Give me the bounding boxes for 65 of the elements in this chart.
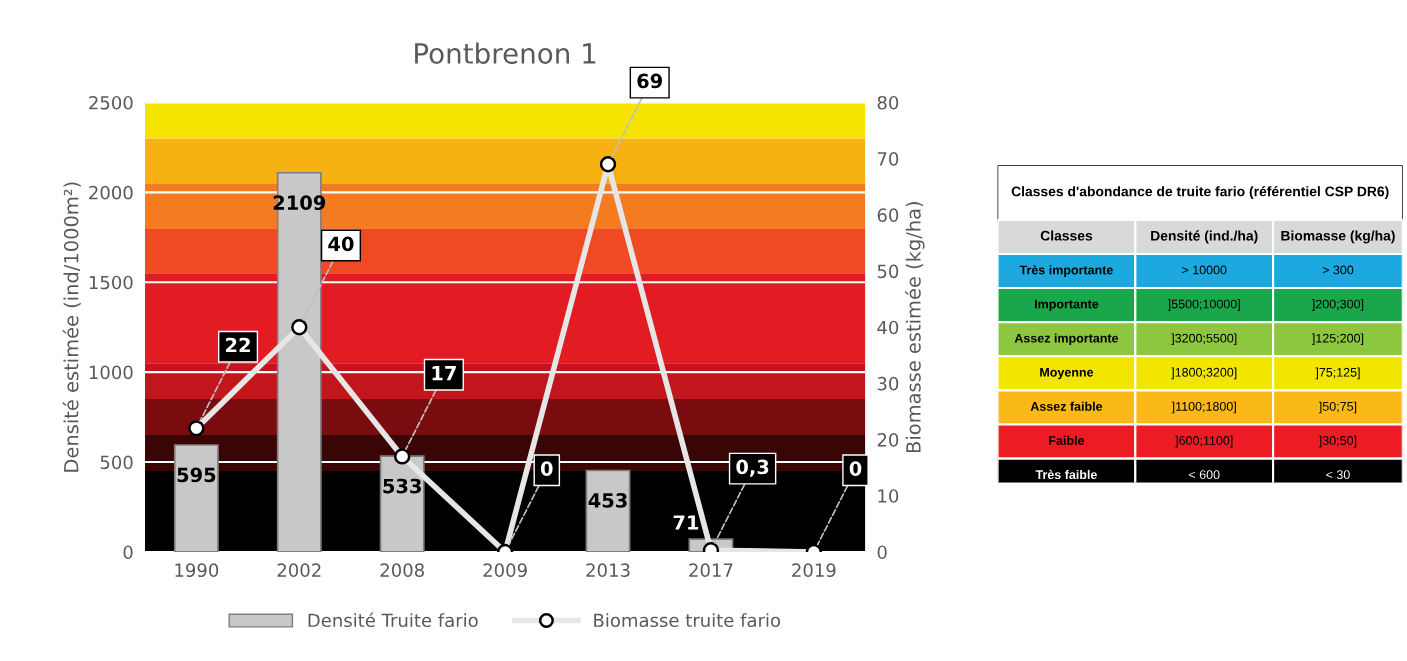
- category-label: Assez faible: [1030, 401, 1103, 411]
- data-label: 40: [328, 236, 354, 252]
- y2-tick-label: 50: [877, 264, 899, 279]
- y-tick-label: 0: [123, 545, 133, 560]
- text: ]200;300]: [1311, 299, 1364, 311]
- text: ]5500;10000]: [1167, 299, 1240, 311]
- category-label: Faible: [1049, 435, 1085, 445]
- text: ]75;125]: [1315, 367, 1360, 380]
- category-label: Importante: [1034, 299, 1099, 311]
- category-label: Assez importante: [1014, 333, 1119, 346]
- y-tick-label: 1000: [89, 365, 133, 380]
- data-label: 595: [177, 467, 216, 483]
- text: ]125;200]: [1311, 333, 1364, 346]
- data-label: 17: [432, 365, 456, 381]
- bar: [585, 469, 631, 552]
- text: ]1100;1800]: [1171, 401, 1236, 414]
- x-tick-label: 2002: [277, 563, 321, 578]
- x-tick-label: 2013: [586, 563, 630, 578]
- text: < 600: [1189, 470, 1220, 480]
- bar: [173, 444, 219, 552]
- text: ]50;75]: [1318, 401, 1357, 414]
- text: Biomasse (kg/ha): [1281, 230, 1395, 244]
- y-axis-title: Densité estimée (ind/1000m²): [62, 182, 81, 472]
- y2-tick-label: 20: [877, 433, 899, 447]
- y2-axis-title: Biomasse estimée (kg/ha): [904, 202, 925, 453]
- data-label: 453: [588, 493, 627, 508]
- text: Classes: [1040, 230, 1093, 241]
- text: Classes d'abondance de truite fario (référentiel CSP DR6): [1011, 186, 1389, 200]
- y2-tick-label: 10: [878, 489, 899, 503]
- x-tick-label: 1990: [175, 563, 219, 578]
- data-label: 533: [383, 478, 421, 494]
- text: ]30;50]: [1318, 435, 1357, 448]
- text: < 30: [1326, 470, 1350, 480]
- data-label: 69: [637, 73, 662, 89]
- data-label: 22: [226, 337, 250, 353]
- category-label: Moyenne: [1040, 367, 1094, 380]
- y-tick-label: 1500: [89, 275, 133, 290]
- data-label: 0: [849, 461, 862, 476]
- y-tick-label: 500: [100, 455, 133, 470]
- y2-tick-label: 60: [877, 208, 899, 222]
- chart-title: Pontbrenon 1: [415, 42, 596, 64]
- x-tick-label: 2017: [689, 563, 733, 578]
- category-label: Très importante: [1019, 265, 1113, 277]
- text: ]600;1100]: [1175, 435, 1233, 448]
- data-label: 0: [540, 461, 553, 476]
- y2-tick-label: 70: [877, 152, 899, 166]
- x-tick-label: 2019: [792, 563, 836, 578]
- x-tick-label: 2008: [380, 563, 424, 578]
- y-tick-label: 2000: [89, 185, 133, 200]
- y2-tick-label: 0: [877, 545, 887, 560]
- text: ]3200;5500]: [1171, 333, 1237, 346]
- x-tick-label: 2009: [483, 563, 527, 578]
- legend-label: Biomasse truite fario: [594, 613, 781, 628]
- text: ]1800;3200]: [1171, 367, 1237, 380]
- data-label: 71: [673, 515, 699, 530]
- text: > 10000: [1182, 265, 1227, 275]
- category-label: Très faible: [1035, 469, 1097, 480]
- text: Densité (ind./ha): [1151, 230, 1258, 244]
- y2-tick-label: 80: [877, 95, 899, 110]
- data-label: 0,3: [736, 459, 769, 477]
- y2-tick-label: 30: [877, 376, 899, 391]
- legend-label: Densité Truite fario: [308, 612, 478, 628]
- text: > 300: [1322, 265, 1354, 275]
- y2-tick-label: 40: [877, 320, 899, 335]
- y-tick-label: 2500: [89, 95, 133, 110]
